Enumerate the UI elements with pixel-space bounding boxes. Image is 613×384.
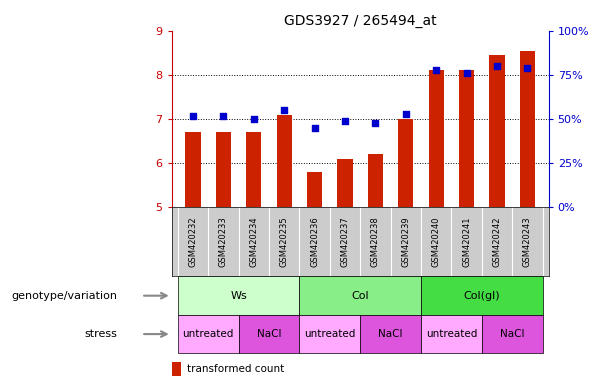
Point — [188, 113, 198, 119]
FancyBboxPatch shape — [482, 315, 543, 353]
Text: GSM420238: GSM420238 — [371, 217, 380, 267]
Title: GDS3927 / 265494_at: GDS3927 / 265494_at — [284, 14, 436, 28]
Bar — [185, 132, 200, 207]
Point — [340, 118, 350, 124]
FancyBboxPatch shape — [299, 315, 360, 353]
Bar — [337, 159, 352, 207]
Bar — [368, 154, 383, 207]
FancyBboxPatch shape — [178, 276, 299, 315]
Point — [492, 63, 502, 69]
Bar — [307, 172, 322, 207]
Bar — [520, 51, 535, 207]
Point — [218, 113, 228, 119]
Text: genotype/variation: genotype/variation — [11, 291, 117, 301]
Bar — [489, 55, 504, 207]
Point — [280, 107, 289, 113]
Text: GSM420242: GSM420242 — [492, 217, 501, 267]
FancyBboxPatch shape — [299, 276, 421, 315]
Text: Col(gl): Col(gl) — [463, 291, 500, 301]
Point — [431, 66, 441, 73]
Point — [370, 119, 380, 126]
FancyBboxPatch shape — [360, 315, 421, 353]
Point — [462, 70, 471, 76]
Text: NaCl: NaCl — [378, 329, 403, 339]
FancyBboxPatch shape — [178, 315, 238, 353]
Text: GSM420236: GSM420236 — [310, 217, 319, 267]
Bar — [276, 115, 292, 207]
Text: Ws: Ws — [230, 291, 247, 301]
Text: GSM420241: GSM420241 — [462, 217, 471, 267]
Text: NaCl: NaCl — [500, 329, 524, 339]
Text: GSM420239: GSM420239 — [402, 217, 410, 267]
Text: GSM420235: GSM420235 — [280, 217, 289, 267]
Text: untreated: untreated — [425, 329, 477, 339]
FancyBboxPatch shape — [421, 276, 543, 315]
Text: transformed count: transformed count — [187, 364, 284, 374]
Text: Col: Col — [351, 291, 369, 301]
FancyBboxPatch shape — [421, 315, 482, 353]
Text: untreated: untreated — [304, 329, 356, 339]
Bar — [459, 71, 474, 207]
Text: GSM420243: GSM420243 — [523, 217, 532, 267]
Text: GSM420232: GSM420232 — [188, 217, 197, 267]
FancyBboxPatch shape — [238, 315, 299, 353]
Point — [522, 65, 532, 71]
Bar — [172, 362, 181, 376]
Text: stress: stress — [84, 329, 117, 339]
Text: GSM420240: GSM420240 — [432, 217, 441, 267]
Text: untreated: untreated — [183, 329, 234, 339]
Bar — [246, 132, 261, 207]
Text: GSM420237: GSM420237 — [340, 217, 349, 267]
Point — [249, 116, 259, 122]
Point — [310, 125, 319, 131]
Point — [401, 111, 411, 117]
Text: GSM420233: GSM420233 — [219, 217, 228, 267]
Bar — [398, 119, 413, 207]
Bar — [216, 132, 231, 207]
Text: GSM420234: GSM420234 — [249, 217, 258, 267]
Bar — [428, 71, 444, 207]
Text: NaCl: NaCl — [257, 329, 281, 339]
